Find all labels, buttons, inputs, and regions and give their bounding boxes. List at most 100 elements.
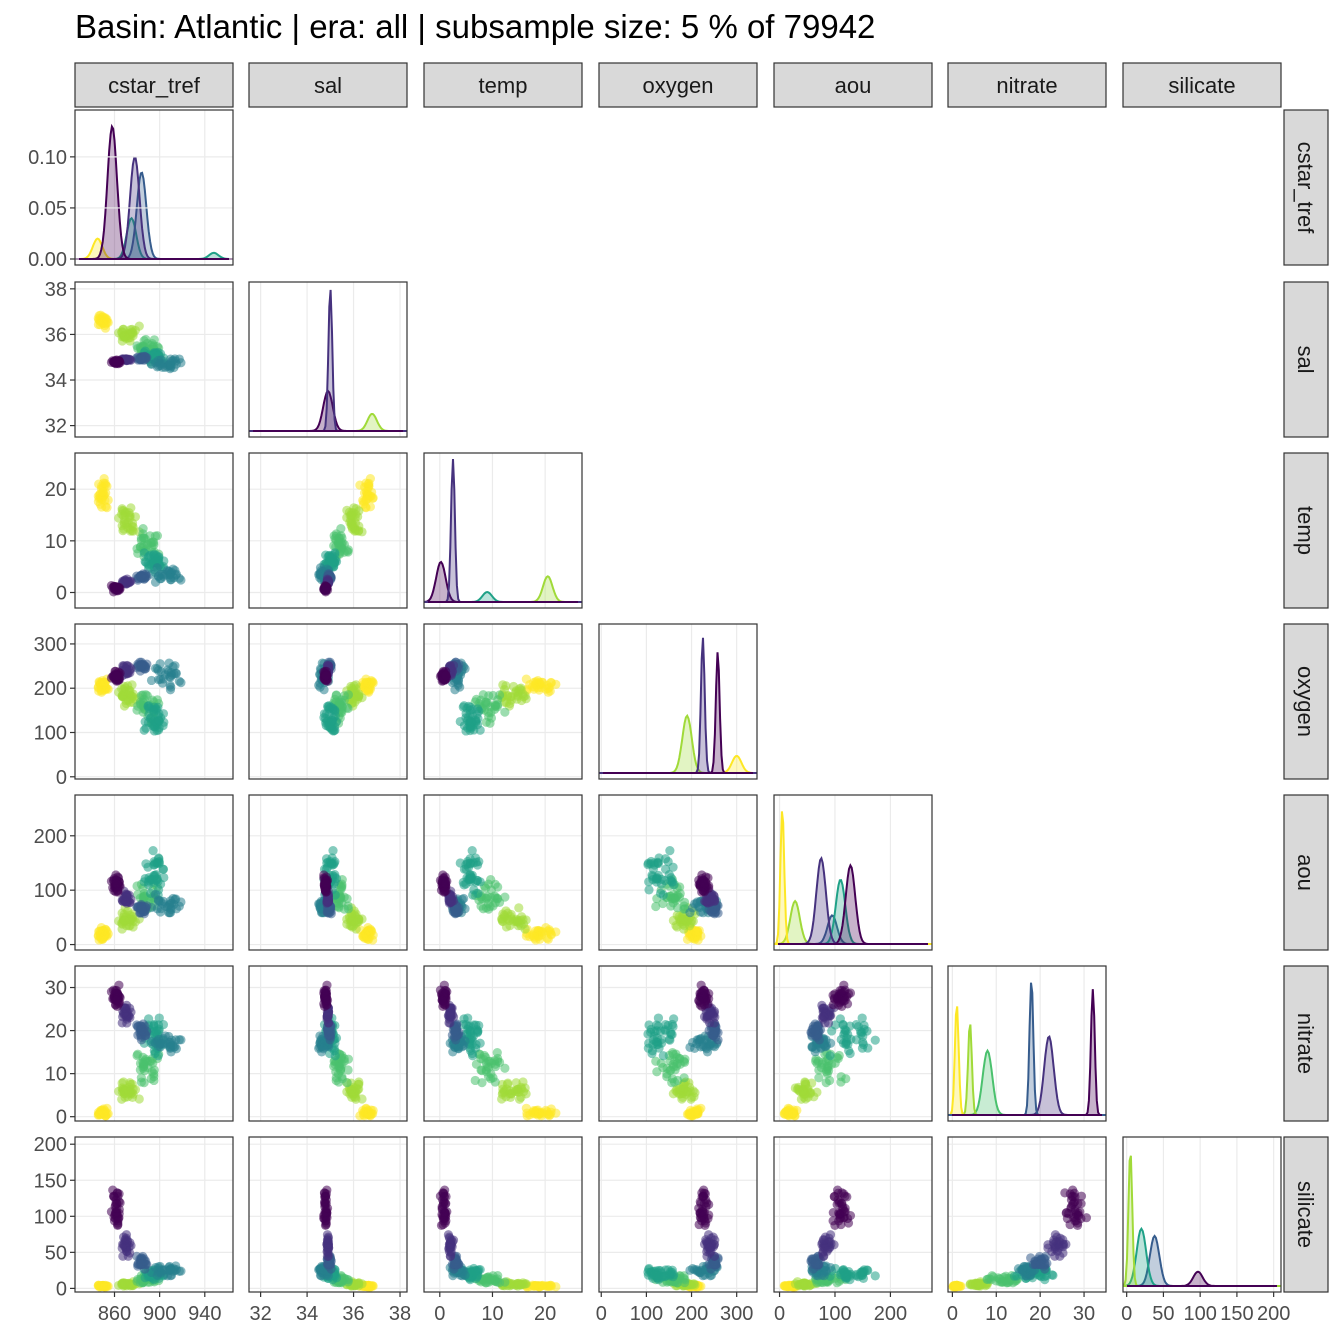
data-point (477, 1078, 487, 1088)
data-point (514, 1094, 525, 1104)
scatter-points (314, 980, 378, 1121)
data-point (486, 1069, 496, 1079)
data-point (546, 930, 556, 940)
data-point (327, 858, 337, 869)
data-point (529, 677, 539, 688)
data-point (146, 675, 157, 686)
data-point (165, 685, 176, 695)
data-point (156, 904, 166, 914)
panel-border (74, 281, 234, 438)
panel-background (599, 624, 757, 779)
data-point (472, 1271, 482, 1282)
data-point (135, 1025, 145, 1036)
panel-nitrate-vs-nitrate (947, 965, 1107, 1122)
panel-border (947, 965, 1107, 1122)
panel-nitrate-vs-oxygen (598, 965, 758, 1122)
data-point (699, 878, 709, 889)
data-point (472, 709, 482, 719)
data-point (500, 707, 510, 717)
panel-border (598, 794, 758, 951)
data-point (322, 995, 333, 1005)
data-point (677, 1094, 687, 1104)
scatter-points (643, 980, 723, 1121)
data-point (351, 1280, 361, 1290)
chart-title: Basin: Atlantic | era: all | subsample s… (75, 8, 876, 45)
data-point (660, 1271, 670, 1282)
scatter-points (779, 980, 880, 1121)
data-point (321, 671, 331, 681)
data-point (702, 1044, 712, 1054)
data-point (451, 1259, 461, 1269)
panel-cstar_tref-vs-cstar_tref (74, 109, 234, 266)
data-point (321, 1216, 331, 1226)
data-point (111, 995, 122, 1005)
data-point (798, 1086, 808, 1096)
data-point (653, 1013, 664, 1023)
data-point (140, 717, 150, 727)
data-point (453, 1044, 464, 1054)
data-point (821, 1078, 831, 1088)
panel-border (248, 794, 408, 951)
data-point (132, 544, 142, 554)
data-point (692, 1104, 702, 1114)
data-point (136, 690, 146, 701)
data-point (667, 876, 677, 887)
panel-border (248, 623, 408, 780)
data-point (450, 685, 460, 695)
data-point (822, 1069, 832, 1079)
panel-border (248, 965, 408, 1122)
data-point (321, 1191, 331, 1201)
data-point (520, 691, 530, 701)
data-point (361, 930, 371, 940)
data-point (667, 1267, 677, 1278)
data-point (669, 1014, 679, 1024)
data-point (692, 897, 702, 907)
data-point (508, 1086, 519, 1096)
data-point (134, 321, 144, 331)
data-point (679, 1073, 689, 1083)
data-point (514, 918, 525, 928)
data-point (686, 1094, 696, 1104)
data-point (100, 495, 110, 505)
data-point (674, 1054, 684, 1064)
data-point (160, 1031, 170, 1041)
data-point (141, 859, 151, 869)
data-point (652, 1033, 662, 1043)
data-point (125, 526, 136, 536)
data-point (122, 574, 132, 584)
data-point (171, 569, 181, 579)
data-point (117, 1243, 127, 1253)
data-point (668, 915, 678, 926)
scatter-points (435, 980, 561, 1121)
data-point (686, 918, 696, 928)
data-point (358, 495, 368, 505)
data-point (825, 1038, 836, 1048)
data-point (155, 1039, 165, 1049)
data-point (361, 1104, 371, 1114)
data-point (692, 930, 702, 940)
data-point (119, 701, 130, 711)
data-point (441, 1199, 451, 1209)
scatter-points (93, 657, 186, 736)
data-point (655, 888, 666, 899)
data-point (497, 914, 507, 924)
data-point (546, 678, 556, 688)
data-point (136, 535, 146, 545)
data-point (353, 1079, 364, 1090)
data-point (658, 1051, 668, 1061)
data-point (537, 677, 548, 687)
scatter-points (314, 846, 378, 945)
data-point (135, 905, 145, 915)
panel-border (598, 965, 758, 1122)
data-point (117, 684, 127, 694)
data-point (321, 887, 331, 897)
scatter-points (314, 1185, 378, 1292)
panel-oxygen-vs-sal (248, 623, 408, 780)
data-point (353, 526, 364, 536)
data-point (810, 1025, 820, 1036)
scatter-points (435, 846, 561, 945)
data-point (669, 1077, 680, 1087)
data-point (497, 1079, 507, 1090)
data-point (441, 671, 451, 681)
panel-aou-vs-aou (773, 794, 933, 951)
